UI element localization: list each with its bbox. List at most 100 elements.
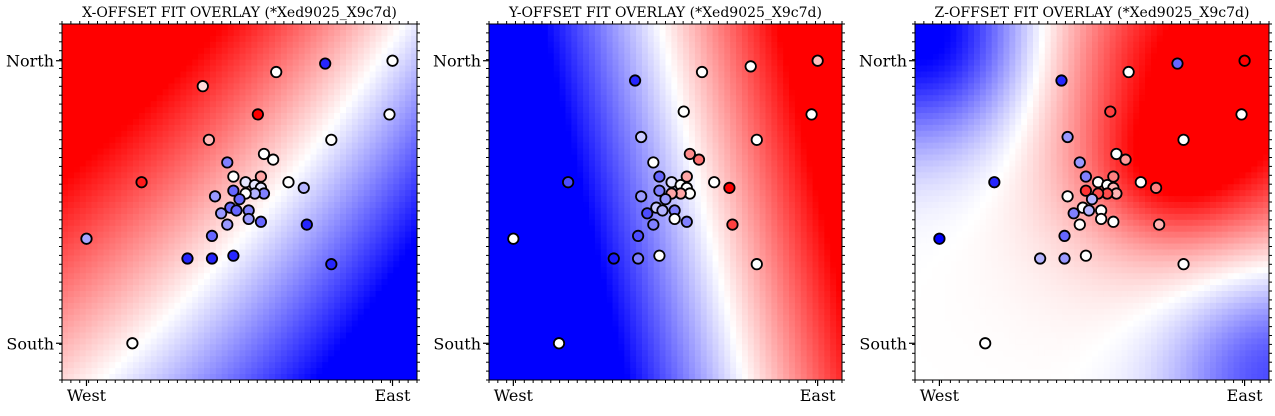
background-cell bbox=[103, 327, 110, 334]
background-cell bbox=[405, 48, 412, 55]
background-cell bbox=[80, 24, 87, 31]
background-cell bbox=[316, 202, 323, 209]
background-cell bbox=[328, 42, 335, 49]
background-cell bbox=[299, 297, 306, 304]
background-cell bbox=[387, 166, 394, 173]
background-cell bbox=[86, 190, 93, 197]
background-cell bbox=[352, 196, 359, 203]
background-cell bbox=[364, 178, 371, 185]
background-cell bbox=[601, 119, 607, 126]
background-cell bbox=[376, 83, 383, 90]
background-cell bbox=[275, 77, 282, 84]
background-cell bbox=[577, 273, 583, 280]
background-cell bbox=[287, 315, 294, 322]
background-cell bbox=[216, 95, 223, 102]
background-cell bbox=[98, 107, 105, 114]
background-cell bbox=[86, 131, 93, 138]
background-cell bbox=[322, 172, 329, 179]
background-cell bbox=[228, 66, 235, 73]
background-cell bbox=[216, 119, 223, 126]
background-cell bbox=[305, 333, 312, 340]
background-cell bbox=[109, 291, 116, 298]
background-cell bbox=[151, 208, 158, 215]
background-cell bbox=[536, 208, 542, 215]
background-cell bbox=[245, 315, 252, 322]
background-cell bbox=[228, 238, 235, 245]
background-cell bbox=[595, 238, 601, 245]
background-cell bbox=[311, 172, 318, 179]
background-cell bbox=[334, 315, 341, 322]
background-cell bbox=[595, 255, 601, 262]
background-cell bbox=[589, 279, 595, 286]
background-cell bbox=[393, 166, 400, 173]
background-cell bbox=[346, 149, 353, 156]
background-cell bbox=[263, 356, 270, 363]
background-cell bbox=[263, 238, 270, 245]
background-cell bbox=[139, 362, 146, 369]
background-cell bbox=[507, 273, 513, 280]
background-cell bbox=[139, 196, 146, 203]
background-cell bbox=[103, 119, 110, 126]
background-cell bbox=[121, 291, 128, 298]
background-cell bbox=[98, 255, 105, 262]
background-cell bbox=[222, 238, 229, 245]
background-cell bbox=[595, 249, 601, 256]
background-cell bbox=[92, 202, 99, 209]
background-cell bbox=[121, 279, 128, 286]
background-cell bbox=[281, 125, 288, 132]
background-cell bbox=[145, 36, 152, 43]
background-cell bbox=[186, 149, 193, 156]
background-cell bbox=[62, 261, 69, 268]
background-cell bbox=[370, 309, 377, 316]
background-cell bbox=[92, 214, 99, 221]
background-cell bbox=[68, 214, 75, 221]
background-cell bbox=[180, 285, 187, 292]
background-cell bbox=[257, 368, 264, 375]
background-cell bbox=[524, 137, 530, 144]
background-cell bbox=[62, 338, 69, 345]
background-cell bbox=[293, 321, 300, 328]
background-cell bbox=[376, 143, 383, 150]
background-cell bbox=[228, 30, 235, 37]
background-cell bbox=[560, 279, 566, 286]
background-cell bbox=[98, 273, 105, 280]
background-cell bbox=[204, 125, 211, 132]
background-cell bbox=[86, 30, 93, 37]
background-cell bbox=[240, 95, 247, 102]
background-cell bbox=[293, 125, 300, 132]
background-cell bbox=[281, 297, 288, 304]
background-cell bbox=[139, 338, 146, 345]
background-cell bbox=[80, 54, 87, 61]
background-cell bbox=[169, 285, 176, 292]
background-cell bbox=[240, 232, 247, 239]
background-cell bbox=[240, 24, 247, 31]
background-cell bbox=[293, 107, 300, 114]
background-cell bbox=[305, 261, 312, 268]
background-cell bbox=[127, 327, 134, 334]
background-cell bbox=[601, 202, 607, 209]
background-cell bbox=[163, 273, 170, 280]
background-cell bbox=[328, 309, 335, 316]
background-cell bbox=[554, 172, 560, 179]
background-cell bbox=[68, 77, 75, 84]
background-cell bbox=[293, 356, 300, 363]
background-cell bbox=[589, 77, 595, 84]
background-cell bbox=[103, 137, 110, 144]
background-cell bbox=[346, 172, 353, 179]
background-cell bbox=[352, 285, 359, 292]
background-cell bbox=[393, 101, 400, 108]
background-cell bbox=[305, 166, 312, 173]
background-cell bbox=[287, 113, 294, 120]
background-cell bbox=[245, 149, 252, 156]
background-cell bbox=[139, 315, 146, 322]
background-cell bbox=[316, 333, 323, 340]
background-cell bbox=[115, 238, 122, 245]
background-cell bbox=[311, 368, 318, 375]
background-cell bbox=[210, 125, 217, 132]
background-cell bbox=[589, 36, 595, 43]
background-cell bbox=[322, 160, 329, 167]
background-cell bbox=[299, 125, 306, 132]
background-cell bbox=[595, 101, 601, 108]
background-cell bbox=[299, 321, 306, 328]
background-cell bbox=[518, 95, 524, 102]
